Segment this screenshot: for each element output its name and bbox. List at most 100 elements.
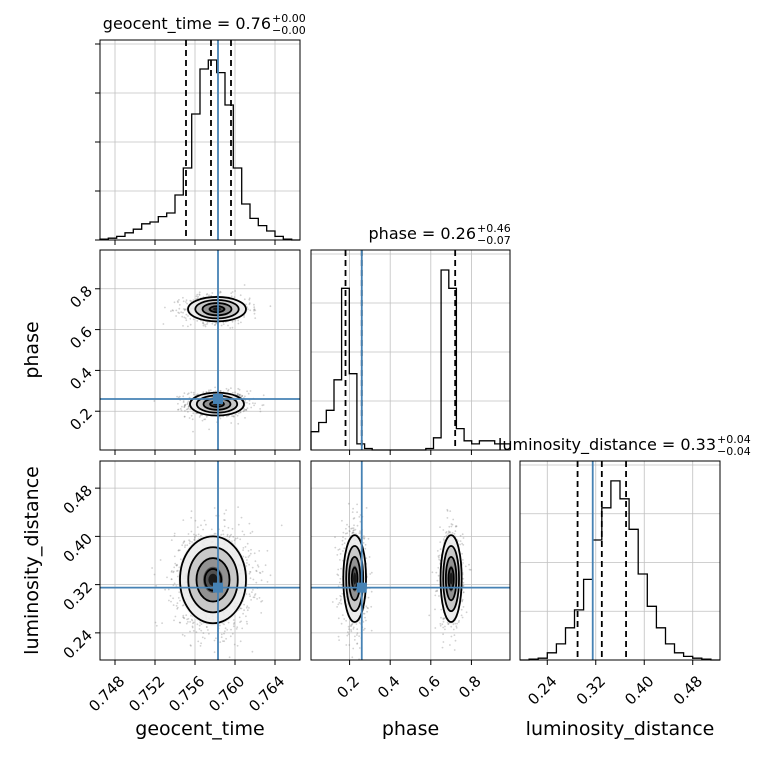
- sample-point: [341, 614, 344, 616]
- sample-point: [254, 309, 257, 312]
- sample-point: [445, 531, 448, 533]
- sample-point: [462, 606, 465, 608]
- sample-point: [340, 583, 343, 586]
- sample-point: [246, 401, 248, 404]
- sample-point: [250, 406, 253, 409]
- sample-point: [252, 402, 254, 404]
- sample-point: [448, 531, 450, 534]
- sample-point: [189, 644, 192, 646]
- sample-point: [339, 594, 342, 597]
- sample-point: [243, 409, 246, 411]
- sample-point: [448, 525, 451, 528]
- sample-point: [174, 562, 177, 565]
- panel-frame: [519, 460, 721, 661]
- sample-point: [227, 389, 229, 392]
- sample-point: [234, 290, 237, 292]
- sample-point: [233, 539, 236, 542]
- sample-point: [198, 293, 201, 296]
- sample-point: [370, 629, 373, 632]
- sample-point: [254, 593, 257, 595]
- sample-point: [192, 318, 195, 321]
- sample-point: [204, 323, 207, 326]
- sample-point: [237, 412, 240, 415]
- sample-point: [352, 531, 355, 534]
- sample-point: [223, 525, 226, 528]
- sample-point: [173, 582, 176, 585]
- sample-point: [236, 644, 239, 647]
- sample-point: [235, 413, 237, 415]
- sample-point: [248, 297, 251, 300]
- sample-point: [202, 322, 205, 325]
- sample-point: [213, 639, 216, 642]
- sample-point: [246, 407, 249, 410]
- sample-point: [159, 559, 162, 561]
- sample-point: [338, 548, 341, 551]
- sample-point: [174, 615, 177, 618]
- sample-point: [190, 645, 192, 647]
- sample-point: [342, 550, 344, 552]
- sample-point: [204, 418, 207, 421]
- sample-point: [242, 410, 245, 413]
- sample-point: [215, 514, 218, 517]
- panel-frame: [99, 460, 301, 661]
- sample-point: [181, 405, 183, 408]
- contour-line: [201, 302, 233, 317]
- sample-point: [445, 532, 447, 534]
- sample-point: [236, 414, 239, 417]
- sample-point: [441, 646, 444, 649]
- sample-point: [227, 526, 230, 529]
- sample-point: [234, 537, 237, 540]
- sample-point: [233, 643, 236, 646]
- sample-point: [440, 616, 442, 619]
- sample-point: [191, 625, 194, 628]
- sample-point: [176, 395, 179, 398]
- sample-point: [153, 573, 156, 576]
- contour-line: [342, 534, 367, 623]
- sample-point: [334, 536, 336, 539]
- sample-point: [223, 512, 226, 515]
- sample-point: [164, 588, 167, 591]
- sample-point: [367, 596, 370, 599]
- panel-frames: [99, 39, 721, 661]
- sample-point: [362, 629, 365, 631]
- sample-point: [335, 597, 338, 600]
- sample-point: [350, 628, 352, 631]
- title-upper-error: +0.00: [272, 12, 306, 25]
- sample-point: [198, 294, 201, 296]
- sample-point: [222, 533, 225, 536]
- sample-point: [444, 628, 446, 631]
- sample-point: [237, 319, 240, 322]
- sample-point: [232, 536, 235, 538]
- y-tick-label: 0.48: [60, 481, 96, 517]
- sample-point: [237, 506, 240, 508]
- sample-point: [220, 533, 223, 536]
- sample-point: [258, 571, 261, 574]
- sample-point: [254, 560, 257, 563]
- sample-point: [250, 548, 252, 551]
- sample-point: [337, 617, 340, 620]
- sample-point: [182, 308, 185, 310]
- sample-point: [237, 322, 240, 325]
- sample-point: [218, 624, 221, 627]
- sample-point: [257, 565, 260, 568]
- panel-background: [311, 250, 510, 450]
- sample-point: [437, 556, 440, 559]
- sample-point: [200, 629, 203, 632]
- sample-point: [235, 628, 238, 630]
- sample-point: [236, 626, 239, 629]
- contour-line: [350, 566, 359, 591]
- sample-point: [334, 546, 337, 549]
- sample-point: [238, 393, 241, 396]
- sample-point: [175, 585, 178, 587]
- sample-point: [337, 574, 340, 577]
- y-tick-label: 0.4: [66, 364, 96, 394]
- sample-point: [177, 311, 180, 314]
- x-tick-label: 0.24: [524, 672, 560, 708]
- sample-point: [456, 622, 458, 625]
- sample-point: [190, 516, 193, 519]
- sample-point: [177, 597, 180, 599]
- sample-point: [349, 530, 351, 533]
- sample-point: [195, 412, 198, 415]
- sample-point: [155, 624, 158, 627]
- sample-point: [214, 532, 217, 535]
